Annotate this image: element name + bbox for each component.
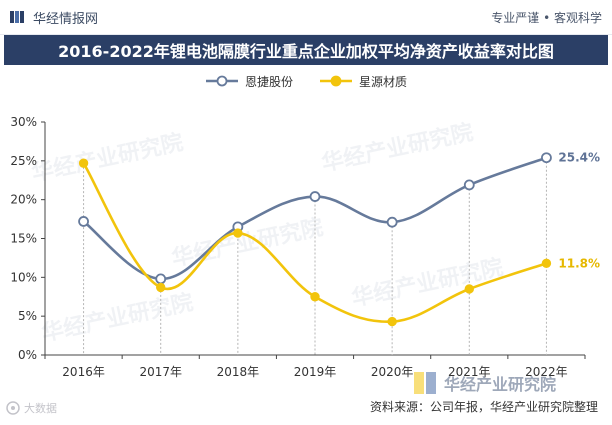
y-tick-label: 30%: [10, 115, 37, 129]
series-2-point: [541, 258, 552, 269]
x-tick-label: 2022年: [525, 365, 568, 379]
x-tick-label: 2021年: [448, 365, 491, 379]
y-tick-label: 10%: [10, 270, 37, 284]
legend-swatch-series-2-icon: [320, 75, 352, 87]
top-bar: 华经情报网 专业严谨 • 客观科学: [0, 0, 612, 35]
legend-label-series-2: 星源材质: [359, 74, 408, 89]
brand-name: 华经情报网: [33, 11, 99, 27]
x-tick-label: 2019年: [294, 365, 337, 379]
brand: 华经情报网: [9, 8, 98, 27]
series-1-point: [78, 216, 89, 227]
legend-swatch-series-1-icon: [205, 75, 238, 87]
series-2-end-label: 11.8%: [558, 256, 600, 270]
series-1-point: [541, 152, 552, 164]
series-2-point: [78, 158, 89, 168]
series-1-point: [386, 216, 398, 228]
chart-title-bar: 2016-2022年锂电池隔膜行业重点企业加权平均净资产收益率对比图: [4, 35, 608, 65]
series-2-point: [310, 292, 320, 302]
footer-logo-icon: [6, 401, 20, 415]
x-tick-label: 2018年: [217, 365, 260, 379]
legend-label-series-1: 恩捷股份: [244, 74, 293, 89]
footer-logo: 大数据: [6, 400, 57, 416]
series-2-point: [156, 282, 166, 293]
series-1-point: [463, 179, 475, 191]
x-tick-label: 2017年: [139, 365, 182, 379]
x-tick-label: 2016年: [62, 365, 105, 379]
legend-item-series-1: 恩捷股份: [205, 73, 293, 90]
y-tick-label: 15%: [10, 232, 37, 246]
legend-item-series-2: 星源材质: [319, 73, 407, 90]
x-tick-label: 2020年: [371, 365, 414, 379]
footer-stamp-text: 华经产业研究院: [444, 375, 556, 394]
y-tick-label: 20%: [10, 193, 37, 207]
brand-logo-icon: [10, 11, 24, 23]
series-2-point: [464, 284, 474, 294]
y-tick-label: 0%: [18, 348, 37, 362]
y-tick-label: 5%: [18, 309, 37, 323]
slogan: 专业严谨 • 客观科学: [491, 10, 602, 25]
footer-stamp: 华经产业研究院: [414, 372, 556, 394]
series-2-point: [387, 316, 397, 327]
chart-legend: 恩捷股份 星源材质: [0, 72, 612, 90]
series-1-point: [309, 191, 321, 202]
series-1-end-label: 25.4%: [558, 151, 600, 165]
chart-title: 2016-2022年锂电池隔膜行业重点企业加权平均净资产收益率对比图: [58, 42, 554, 61]
y-tick-label: 25%: [10, 154, 37, 168]
footer-logo-text: 大数据: [24, 402, 57, 415]
source-note: 资料来源：公司年报，华经产业研究院整理: [369, 400, 598, 414]
series-2-point: [233, 228, 243, 238]
series-1-point: [155, 273, 167, 285]
